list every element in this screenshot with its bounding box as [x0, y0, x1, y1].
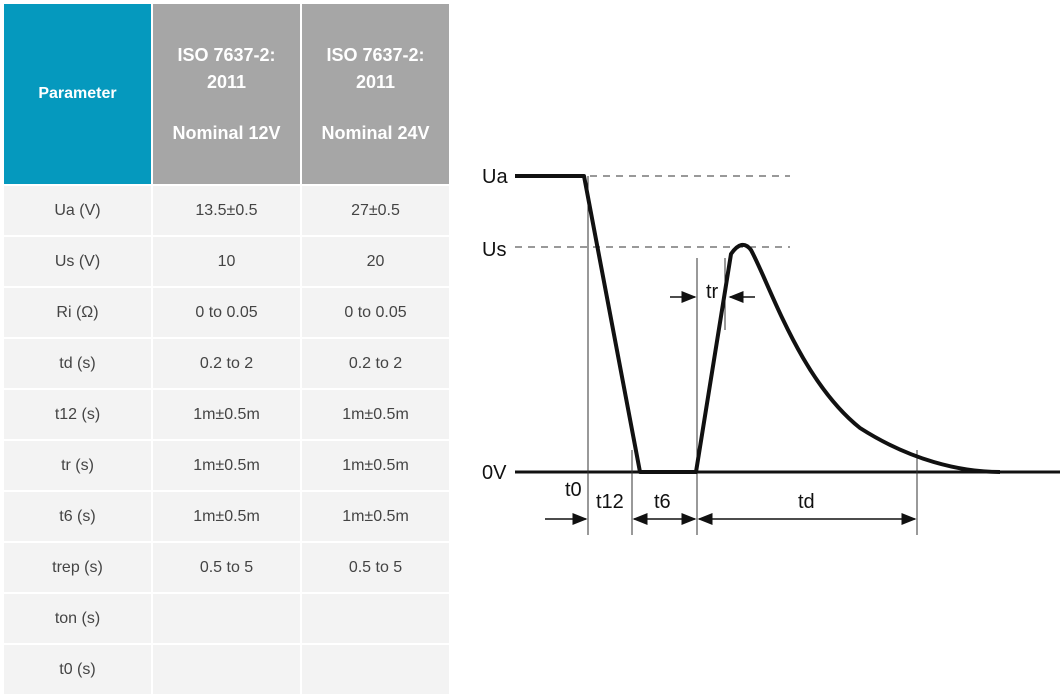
header-gap — [302, 96, 449, 120]
value-24v-cell: 1m±0.5m — [301, 389, 449, 441]
parameter-column-header: Parameter — [4, 4, 153, 186]
value-12v-cell: 1m±0.5m — [152, 440, 302, 492]
header-12v-line2: 2011 — [206, 71, 247, 92]
parameter-cell: t6 (s) — [4, 491, 153, 543]
value-24v-cell: 0.5 to 5 — [301, 542, 449, 594]
header-24v-line2: 2011 — [355, 71, 396, 92]
nominal-12v-column-header: ISO 7637-2: 2011 Nominal 12V — [152, 4, 302, 186]
table-row: trep (s) 0.5 to 5 0.5 to 5 — [4, 542, 449, 594]
value-12v-cell: 0 to 0.05 — [152, 287, 302, 339]
table-row: tr (s) 1m±0.5m 1m±0.5m — [4, 440, 449, 492]
nominal-24v-column-header: ISO 7637-2: 2011 Nominal 24V — [301, 4, 449, 186]
t6-label: t6 — [654, 491, 671, 513]
value-12v-cell — [152, 593, 302, 645]
value-12v-cell: 0.5 to 5 — [152, 542, 302, 594]
value-24v-cell: 20 — [301, 236, 449, 288]
value-24v-cell — [301, 593, 449, 645]
parameter-cell: Ri (Ω) — [4, 287, 153, 339]
tr-label: tr — [706, 281, 719, 303]
table-header-row: Parameter ISO 7637-2: 2011 Nominal 12V I… — [4, 4, 449, 186]
table-row: Us (V) 10 20 — [4, 236, 449, 288]
table-row: Ua (V) 13.5±0.5 27±0.5 — [4, 185, 449, 237]
parameter-cell: trep (s) — [4, 542, 153, 594]
value-24v-cell: 1m±0.5m — [301, 440, 449, 492]
t12-label: t12 — [596, 491, 624, 513]
us-label: Us — [482, 239, 506, 261]
value-12v-cell: 1m±0.5m — [152, 491, 302, 543]
header-24v-line3: Nominal 24V — [321, 122, 430, 143]
pulse-waveform-path — [515, 174, 1001, 474]
table-row: t0 (s) — [4, 644, 449, 696]
value-12v-cell: 13.5±0.5 — [152, 185, 302, 237]
parameter-cell: Us (V) — [4, 236, 153, 288]
parameter-cell: ton (s) — [4, 593, 153, 645]
table-row: t12 (s) 1m±0.5m 1m±0.5m — [4, 389, 449, 441]
value-12v-cell: 1m±0.5m — [152, 389, 302, 441]
pulse-waveform-diagram: Ua Us 0V tr t0 t12 t6 td — [482, 166, 1060, 535]
table-row: ton (s) — [4, 593, 449, 645]
parameter-cell: Ua (V) — [4, 185, 153, 237]
parameter-cell: td (s) — [4, 338, 153, 390]
parameter-table: Parameter ISO 7637-2: 2011 Nominal 12V I… — [4, 4, 449, 696]
header-12v-line3: Nominal 12V — [172, 122, 281, 143]
parameter-cell: t0 (s) — [4, 644, 153, 696]
header-gap — [153, 96, 300, 120]
header-24v-line1: ISO 7637-2: — [326, 44, 425, 65]
table-row: Ri (Ω) 0 to 0.05 0 to 0.05 — [4, 287, 449, 339]
ua-label: Ua — [482, 166, 508, 188]
value-24v-cell — [301, 644, 449, 696]
parameter-cell: t12 (s) — [4, 389, 153, 441]
table-row: t6 (s) 1m±0.5m 1m±0.5m — [4, 491, 449, 543]
value-24v-cell: 0 to 0.05 — [301, 287, 449, 339]
header-12v-line1: ISO 7637-2: — [177, 44, 276, 65]
t0-label: t0 — [565, 479, 582, 501]
zero-volt-label: 0V — [482, 462, 507, 484]
value-24v-cell: 27±0.5 — [301, 185, 449, 237]
value-12v-cell — [152, 644, 302, 696]
value-12v-cell: 10 — [152, 236, 302, 288]
table-row: td (s) 0.2 to 2 0.2 to 2 — [4, 338, 449, 390]
parameter-cell: tr (s) — [4, 440, 153, 492]
td-label: td — [798, 491, 815, 513]
value-24v-cell: 1m±0.5m — [301, 491, 449, 543]
value-24v-cell: 0.2 to 2 — [301, 338, 449, 390]
value-12v-cell: 0.2 to 2 — [152, 338, 302, 390]
